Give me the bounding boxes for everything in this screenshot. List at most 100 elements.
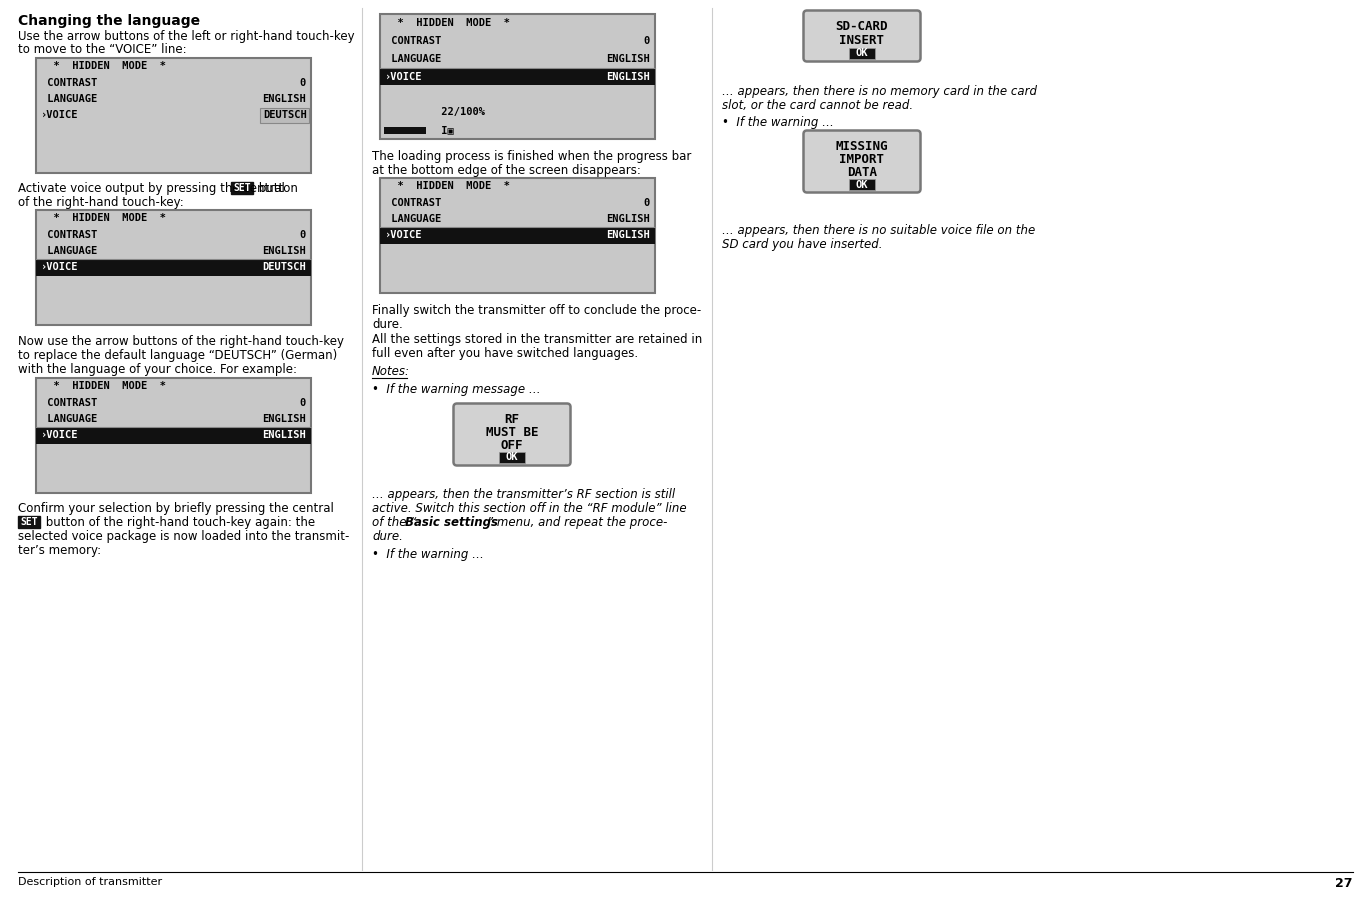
Bar <box>380 14 655 139</box>
Text: ENGLISH: ENGLISH <box>606 54 650 64</box>
Text: ›VOICE: ›VOICE <box>41 262 78 272</box>
Bar <box>499 452 525 463</box>
Text: I▣: I▣ <box>385 125 454 135</box>
Text: … appears, then the transmitter’s RF section is still: … appears, then the transmitter’s RF sec… <box>372 488 675 501</box>
Text: IMPORT: IMPORT <box>839 153 884 166</box>
FancyBboxPatch shape <box>803 11 920 61</box>
Text: LANGUAGE: LANGUAGE <box>385 214 441 224</box>
Bar <box>36 260 311 276</box>
Text: 0: 0 <box>300 398 306 408</box>
Text: ›VOICE: ›VOICE <box>385 72 422 82</box>
Text: ENGLISH: ENGLISH <box>262 414 306 424</box>
Bar <box>18 516 40 528</box>
Text: Confirm your selection by briefly pressing the central: Confirm your selection by briefly pressi… <box>18 502 335 515</box>
Text: button of the right-hand touch-key again: the: button of the right-hand touch-key again… <box>43 516 315 529</box>
Text: full even after you have switched languages.: full even after you have switched langua… <box>372 347 638 360</box>
Text: LANGUAGE: LANGUAGE <box>41 94 97 104</box>
Text: selected voice package is now loaded into the transmit-: selected voice package is now loaded int… <box>18 530 350 543</box>
Text: The loading process is finished when the progress bar: The loading process is finished when the… <box>372 150 691 163</box>
Text: Activate voice output by pressing the central: Activate voice output by pressing the ce… <box>18 182 289 195</box>
Text: ENGLISH: ENGLISH <box>606 214 650 224</box>
Text: ›VOICE: ›VOICE <box>41 110 78 120</box>
Text: LANGUAGE: LANGUAGE <box>385 54 441 64</box>
Bar <box>849 179 875 190</box>
Text: DEUTSCH: DEUTSCH <box>263 110 307 120</box>
Text: Basic settings: Basic settings <box>404 516 498 529</box>
Text: OK: OK <box>856 180 868 189</box>
Text: •  If the warning message …: • If the warning message … <box>372 383 540 396</box>
Text: ENGLISH: ENGLISH <box>262 94 306 104</box>
Text: LANGUAGE: LANGUAGE <box>41 414 97 424</box>
Text: to replace the default language “DEUTSCH” (German): to replace the default language “DEUTSCH… <box>18 349 337 362</box>
Text: CONTRAST: CONTRAST <box>41 77 97 88</box>
Bar <box>380 227 655 243</box>
Text: MISSING: MISSING <box>836 140 888 153</box>
Text: CONTRAST: CONTRAST <box>385 198 441 207</box>
Bar <box>380 67 655 85</box>
Text: All the settings stored in the transmitter are retained in: All the settings stored in the transmitt… <box>372 333 702 346</box>
Bar <box>384 127 426 134</box>
Text: *  HIDDEN  MODE  *: * HIDDEN MODE * <box>385 181 510 191</box>
Text: ENGLISH: ENGLISH <box>606 72 650 82</box>
Bar <box>36 378 311 493</box>
Text: ›VOICE: ›VOICE <box>385 231 422 241</box>
Text: RF: RF <box>505 413 520 426</box>
Bar <box>230 182 254 194</box>
Text: OK: OK <box>856 48 868 58</box>
Text: active. Switch this section off in the “RF module” line: active. Switch this section off in the “… <box>372 502 687 515</box>
Text: Changing the language: Changing the language <box>18 14 200 28</box>
Text: to move to the “VOICE” line:: to move to the “VOICE” line: <box>18 43 186 56</box>
Text: *  HIDDEN  MODE  *: * HIDDEN MODE * <box>41 213 166 224</box>
Text: DEUTSCH: DEUTSCH <box>262 262 306 272</box>
Text: button: button <box>255 182 298 195</box>
Text: 0: 0 <box>300 77 306 88</box>
Text: … appears, then there is no suitable voice file on the: … appears, then there is no suitable voi… <box>723 224 1035 237</box>
Text: … appears, then there is no memory card in the card: … appears, then there is no memory card … <box>723 85 1036 98</box>
Bar <box>380 178 655 293</box>
Text: LANGUAGE: LANGUAGE <box>41 246 97 256</box>
Text: ter’s memory:: ter’s memory: <box>18 544 101 557</box>
Text: CONTRAST: CONTRAST <box>41 230 97 240</box>
Text: of the “: of the “ <box>372 516 417 529</box>
Bar <box>36 427 311 444</box>
Text: CONTRAST: CONTRAST <box>41 398 97 408</box>
Text: Use the arrow buttons of the left or right-hand touch-key: Use the arrow buttons of the left or rig… <box>18 30 355 43</box>
Text: 0: 0 <box>644 36 650 46</box>
Text: SD card you have inserted.: SD card you have inserted. <box>723 238 883 251</box>
Text: SET: SET <box>233 183 251 193</box>
Text: 0: 0 <box>300 230 306 240</box>
Text: ENGLISH: ENGLISH <box>606 231 650 241</box>
Text: slot, or the card cannot be read.: slot, or the card cannot be read. <box>723 99 913 112</box>
Text: •  If the warning …: • If the warning … <box>723 116 834 129</box>
Text: 27: 27 <box>1335 877 1353 890</box>
Text: CONTRAST: CONTRAST <box>385 36 441 46</box>
Text: OFF: OFF <box>500 439 524 452</box>
FancyBboxPatch shape <box>454 403 570 465</box>
Text: *  HIDDEN  MODE  *: * HIDDEN MODE * <box>41 382 166 392</box>
Text: ” menu, and repeat the proce-: ” menu, and repeat the proce- <box>487 516 668 529</box>
Text: INSERT: INSERT <box>839 34 884 48</box>
Bar <box>849 48 875 59</box>
Text: 0: 0 <box>644 198 650 207</box>
Text: Notes:: Notes: <box>372 365 410 378</box>
Text: ENGLISH: ENGLISH <box>262 430 306 441</box>
Bar <box>36 58 311 173</box>
Text: Finally switch the transmitter off to conclude the proce-: Finally switch the transmitter off to co… <box>372 304 701 317</box>
Text: MUST BE: MUST BE <box>485 426 539 439</box>
FancyBboxPatch shape <box>803 130 920 192</box>
Text: at the bottom edge of the screen disappears:: at the bottom edge of the screen disappe… <box>372 164 640 177</box>
Text: with the language of your choice. For example:: with the language of your choice. For ex… <box>18 363 298 376</box>
Text: SD-CARD: SD-CARD <box>836 21 888 33</box>
Text: SET: SET <box>21 517 38 527</box>
Text: Description of transmitter: Description of transmitter <box>18 877 162 887</box>
Text: Now use the arrow buttons of the right-hand touch-key: Now use the arrow buttons of the right-h… <box>18 335 344 348</box>
Bar <box>260 109 308 123</box>
Text: 22/100%: 22/100% <box>385 107 485 118</box>
Text: *  HIDDEN  MODE  *: * HIDDEN MODE * <box>41 61 166 71</box>
Text: dure.: dure. <box>372 530 403 543</box>
Text: *  HIDDEN  MODE  *: * HIDDEN MODE * <box>385 18 510 28</box>
Text: dure.: dure. <box>372 318 403 331</box>
Text: OK: OK <box>506 453 518 462</box>
Text: ENGLISH: ENGLISH <box>262 246 306 256</box>
Bar <box>36 210 311 325</box>
